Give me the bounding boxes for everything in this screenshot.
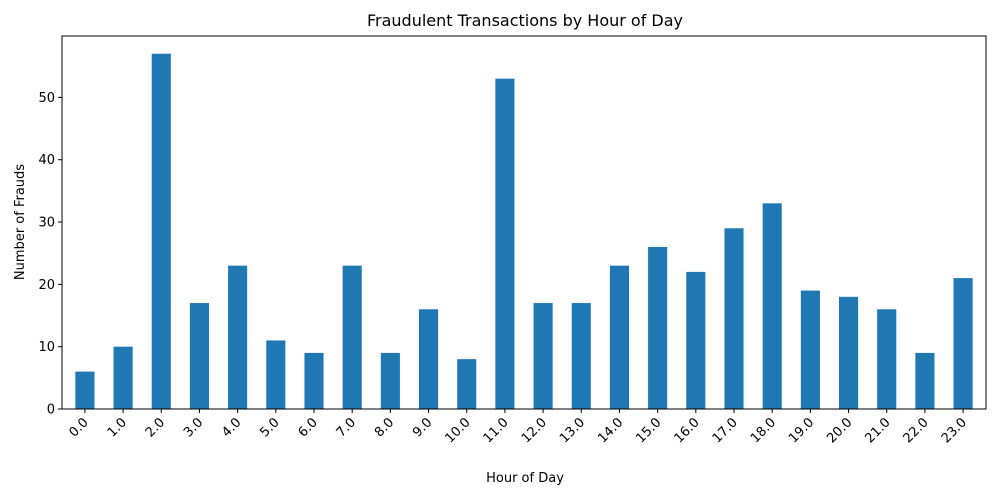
x-tick-label: 18.0	[748, 415, 779, 446]
x-tick-label: 0.0	[67, 415, 92, 440]
x-tick-label: 1.0	[105, 415, 130, 440]
plot-frame	[61, 35, 987, 410]
bar-hour-19.0	[800, 290, 820, 409]
bar-hour-11.0	[495, 78, 515, 409]
x-tick-label: 14.0	[595, 415, 626, 446]
bar-hour-5.0	[266, 340, 286, 409]
bar-hour-22.0	[915, 352, 935, 409]
bar-hour-18.0	[762, 203, 782, 409]
y-tick-label: 50	[38, 91, 55, 106]
bar-hour-15.0	[648, 246, 668, 409]
bar-hour-20.0	[839, 296, 859, 409]
bar-hour-16.0	[686, 271, 706, 409]
x-tick-label: 23.0	[939, 415, 970, 446]
bars-layer	[75, 53, 973, 409]
bar-hour-0.0	[75, 371, 95, 409]
bar-hour-10.0	[457, 359, 477, 409]
bar-hour-6.0	[304, 352, 324, 409]
x-tick-label: 5.0	[257, 415, 282, 440]
bar-hour-3.0	[189, 303, 209, 409]
bar-hour-9.0	[419, 309, 439, 409]
bar-hour-14.0	[609, 265, 629, 409]
x-axis-ticks: 0.0 1.0 2.0 3.0 4.0 5.0 6.0 7.0 8.0 9.0 10.0 11.0 12…	[67, 409, 970, 446]
bar-hour-21.0	[877, 309, 897, 409]
y-axis-ticks: 0 10 20 30 40 50	[38, 91, 62, 418]
bar-hour-12.0	[533, 303, 553, 409]
x-tick-label: 3.0	[181, 415, 206, 440]
x-tick-label: 9.0	[410, 415, 435, 440]
y-tick-label: 0	[47, 403, 55, 418]
x-axis-label: Hour of Day	[486, 471, 564, 486]
bar-hour-17.0	[724, 228, 744, 409]
x-tick-label: 4.0	[219, 415, 244, 440]
x-tick-label: 13.0	[557, 415, 588, 446]
y-tick-label: 10	[38, 340, 55, 355]
bar-hour-1.0	[113, 346, 133, 409]
x-tick-label: 7.0	[334, 415, 359, 440]
y-axis-label: Number of Frauds	[13, 164, 28, 280]
x-tick-label: 10.0	[442, 415, 473, 446]
bar-hour-13.0	[571, 303, 591, 409]
bar-hour-2.0	[151, 53, 171, 409]
bar-hour-7.0	[342, 265, 362, 409]
x-tick-label: 20.0	[824, 415, 855, 446]
bar-hour-8.0	[380, 352, 400, 409]
x-tick-label: 19.0	[786, 415, 817, 446]
x-tick-label: 22.0	[901, 415, 932, 446]
bar-hour-23.0	[953, 278, 973, 409]
bar-hour-4.0	[228, 265, 248, 409]
x-tick-label: 2.0	[143, 415, 168, 440]
y-tick-label: 20	[38, 278, 55, 293]
y-tick-label: 30	[38, 216, 55, 231]
x-tick-label: 16.0	[672, 415, 703, 446]
x-tick-label: 17.0	[710, 415, 741, 446]
x-tick-label: 21.0	[862, 415, 893, 446]
x-tick-label: 12.0	[519, 415, 550, 446]
y-tick-label: 40	[38, 153, 55, 168]
chart-title: Fraudulent Transactions by Hour of Day	[367, 11, 683, 30]
x-tick-label: 6.0	[296, 415, 321, 440]
x-tick-label: 8.0	[372, 415, 397, 440]
x-tick-label: 11.0	[481, 415, 512, 446]
x-tick-label: 15.0	[633, 415, 664, 446]
